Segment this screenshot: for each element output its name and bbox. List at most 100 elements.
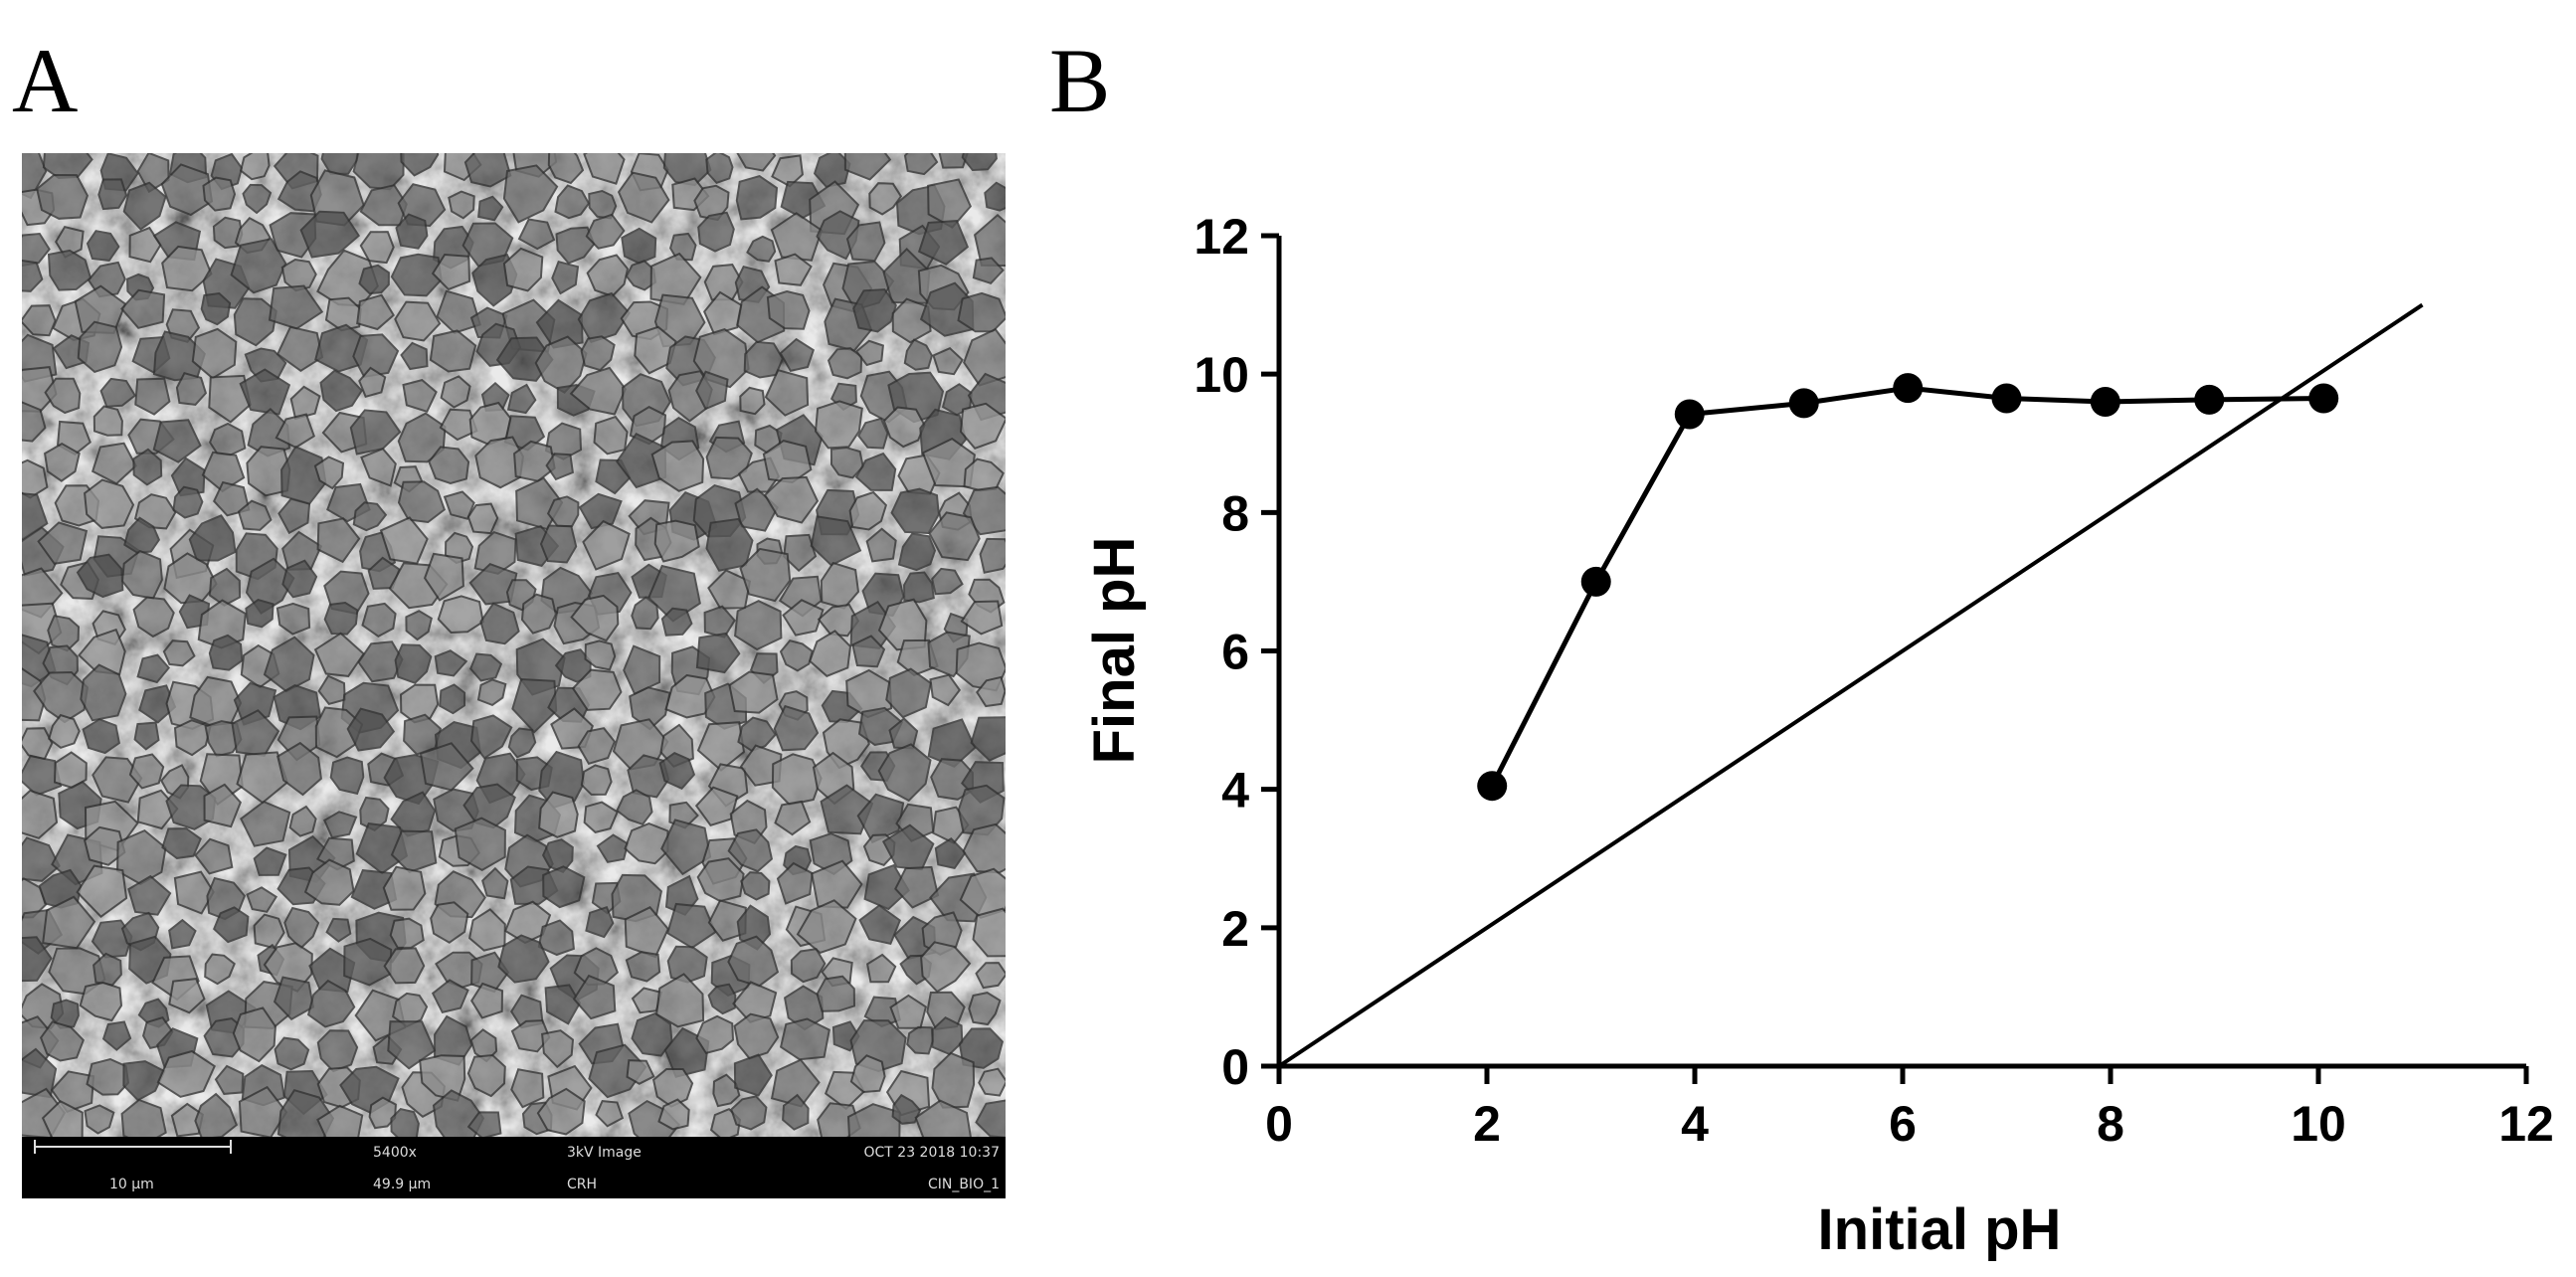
grain (554, 184, 591, 220)
grain (570, 594, 620, 642)
grain (22, 232, 51, 268)
grain (890, 487, 940, 535)
grain (244, 347, 287, 383)
grain (168, 918, 197, 950)
grain (189, 675, 243, 727)
grain (128, 226, 162, 264)
grain (232, 1006, 276, 1063)
grain (476, 678, 507, 707)
grain (42, 895, 96, 950)
grain (733, 1012, 780, 1060)
grain (624, 906, 669, 959)
grain (132, 596, 175, 638)
grain (80, 663, 127, 722)
grain (829, 447, 864, 479)
grain (927, 718, 977, 768)
grain (349, 409, 402, 456)
grain (352, 501, 388, 532)
grain (595, 1100, 625, 1128)
grain (269, 212, 317, 259)
grain (882, 406, 926, 449)
grain (316, 1104, 364, 1137)
grain (903, 338, 933, 371)
grain (796, 899, 857, 955)
grain (430, 901, 469, 944)
grain (707, 899, 747, 942)
grain (317, 674, 346, 706)
grain (163, 552, 218, 605)
grain (972, 907, 1006, 958)
grain (961, 153, 998, 172)
grain (477, 195, 504, 222)
data-point (1477, 771, 1508, 802)
grain (809, 630, 852, 677)
grain (239, 153, 271, 181)
grain (84, 478, 135, 529)
grain (811, 859, 863, 909)
grain (959, 402, 1006, 450)
grain (930, 758, 975, 801)
grain (431, 979, 469, 1014)
grain (960, 600, 1004, 636)
grain (695, 370, 729, 411)
grain (276, 602, 311, 636)
grain (737, 716, 777, 753)
grain (97, 178, 128, 211)
grain (746, 235, 777, 263)
grain (204, 953, 236, 986)
y-tick-label: 2 (1221, 901, 1249, 957)
grain (506, 383, 537, 415)
grain (542, 865, 586, 909)
grain (497, 934, 550, 984)
y-tick-label: 6 (1221, 625, 1249, 680)
grain (921, 437, 976, 488)
grain (76, 864, 128, 919)
grain (660, 607, 693, 637)
grain (439, 683, 466, 715)
grain (308, 947, 356, 994)
grain (782, 599, 825, 637)
grain (596, 833, 630, 863)
grain (539, 524, 578, 564)
sem-image (22, 153, 1006, 1137)
grain (814, 400, 863, 450)
grain (22, 304, 57, 337)
grain (47, 615, 81, 652)
grain (705, 153, 734, 184)
sample: CIN_BIO_1 (928, 1177, 1000, 1192)
grain (383, 947, 426, 985)
grain (546, 495, 580, 528)
grain (276, 325, 324, 373)
grain (397, 480, 446, 524)
grain (400, 153, 440, 177)
grain (188, 514, 237, 562)
grain (231, 709, 280, 757)
grain (288, 805, 317, 837)
grain (233, 297, 277, 347)
grain (175, 372, 208, 406)
x-tick-label: 8 (2097, 1096, 2124, 1152)
grain (984, 181, 1006, 212)
grain (963, 457, 1005, 492)
grain (975, 962, 1006, 990)
data-point (2308, 383, 2339, 414)
grain (657, 1098, 690, 1131)
grain (429, 329, 477, 373)
grain (666, 945, 708, 984)
grain (586, 254, 630, 297)
grain (120, 1098, 167, 1137)
grain (394, 643, 433, 684)
grain (91, 442, 137, 485)
y-tick-label: 12 (1194, 209, 1249, 265)
grain (470, 982, 504, 1019)
grain (194, 837, 234, 875)
grain (705, 517, 754, 572)
grain (852, 288, 897, 333)
grain (463, 153, 512, 188)
grain (358, 264, 390, 295)
grain (208, 634, 244, 671)
grain (735, 175, 779, 221)
grain (650, 440, 705, 492)
grain (306, 979, 356, 1028)
